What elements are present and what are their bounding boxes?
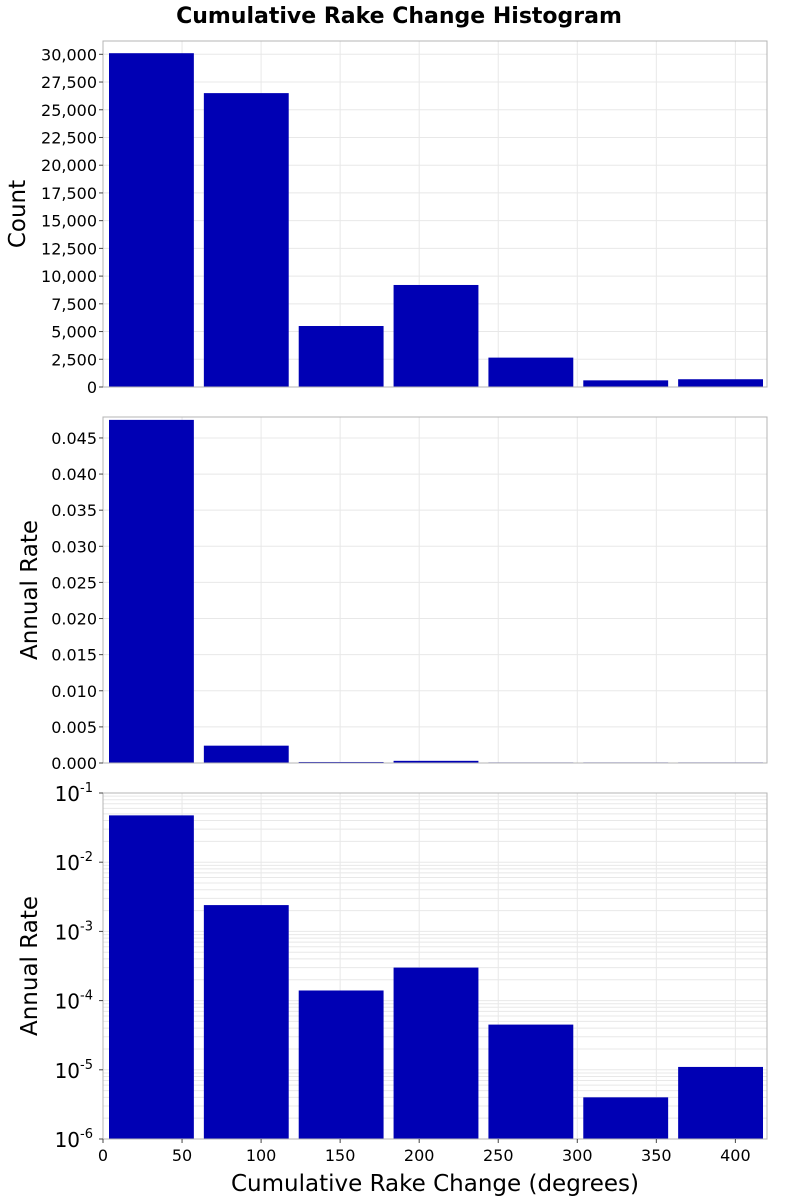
x-tick-label: 300: [562, 1146, 593, 1165]
y-tick-label: 10-2: [55, 850, 93, 875]
bars: [109, 419, 763, 763]
bar: [203, 745, 289, 763]
x-tick-label: 200: [404, 1146, 435, 1165]
bar: [298, 990, 384, 1139]
y-tick-label: 0.020: [51, 610, 97, 629]
chart-panels: 0 2,500 5,000 7,500 10,000 12,500 15,000 17,500…: [5, 40, 768, 1165]
chart-panel-3: 10-6 10-5 10-4 10-3 10-2 10-1 Annual Rate 0 50 10…: [17, 781, 768, 1165]
plot-frame: [102, 416, 768, 764]
y-tick-label: 10-4: [55, 989, 93, 1014]
y-tick-label: 7,500: [51, 295, 97, 314]
y-tick-label: 5,000: [51, 323, 97, 342]
bar: [298, 761, 384, 763]
y-axis: 0.000 0.005 0.010 0.015 0.020 0.025 0.030 0.035…: [51, 429, 103, 773]
y-tick-label: 0.040: [51, 465, 97, 484]
y-tick-label: 22,500: [41, 128, 97, 147]
bar: [109, 53, 194, 387]
y-tick-label: 17,500: [41, 184, 97, 203]
y-tick-label: 0: [87, 378, 97, 397]
x-tick-label: 350: [641, 1146, 672, 1165]
bar: [678, 379, 763, 387]
chart-panel-1: 0 2,500 5,000 7,500 10,000 12,500 15,000 17,500…: [5, 40, 768, 397]
bar: [488, 1024, 574, 1139]
y-tick-label: 27,500: [41, 73, 97, 92]
y-tick-label: 0.000: [51, 754, 97, 773]
bar: [203, 905, 289, 1139]
y-axis: 10-6 10-5 10-4 10-3 10-2 10-1: [55, 781, 103, 1152]
y-tick-label: 0.010: [51, 682, 97, 701]
y-tick-label: 0.030: [51, 537, 97, 556]
y-tick-label: 10-3: [55, 919, 93, 944]
y-tick-label: 20,000: [41, 156, 97, 175]
y-axis-label: Annual Rate: [17, 896, 43, 1036]
bar: [109, 419, 194, 763]
x-tick-label: 150: [325, 1146, 356, 1165]
bar: [393, 284, 479, 387]
y-axis-label: Count: [5, 180, 31, 248]
bar: [488, 357, 574, 387]
bar: [298, 326, 384, 387]
bar: [583, 380, 669, 387]
plot-frame: [102, 40, 768, 388]
x-tick-label: 400: [720, 1146, 751, 1165]
y-tick-label: 0.045: [51, 429, 97, 448]
gridlines: [102, 417, 767, 764]
y-tick-label: 12,500: [41, 239, 97, 258]
y-tick-label: 2,500: [51, 350, 97, 369]
x-tick-label: 0: [98, 1146, 108, 1165]
y-tick-label: 25,000: [41, 101, 97, 120]
bar: [109, 815, 194, 1139]
y-tick-label: 10-1: [55, 781, 93, 806]
x-axis: 0 50 100 150 200 250 300 350 400: [98, 1139, 751, 1165]
plot-frame: [102, 792, 768, 1140]
bar: [678, 1066, 763, 1139]
y-tick-label: 0.005: [51, 718, 97, 737]
x-tick-label: 100: [246, 1146, 277, 1165]
bars: [109, 53, 763, 387]
bar: [393, 967, 479, 1139]
bar: [393, 760, 479, 763]
y-tick-label: 0.035: [51, 501, 97, 520]
y-tick-label: 0.015: [51, 646, 97, 665]
bars: [109, 815, 763, 1139]
bar: [583, 1097, 669, 1139]
bar: [203, 93, 289, 387]
y-tick-label: 10,000: [41, 267, 97, 286]
y-tick-label: 10-6: [55, 1127, 93, 1152]
chart-title: Cumulative Rake Change Histogram: [176, 4, 622, 29]
y-tick-label: 10-5: [55, 1058, 93, 1083]
x-tick-label: 250: [483, 1146, 514, 1165]
y-tick-label: 0.025: [51, 573, 97, 592]
y-tick-label: 30,000: [41, 45, 97, 64]
y-tick-label: 15,000: [41, 212, 97, 231]
chart-panel-2: 0.000 0.005 0.010 0.015 0.020 0.025 0.030 0.035…: [17, 416, 768, 773]
x-axis-label: Cumulative Rake Change (degrees): [231, 1171, 639, 1197]
x-tick-label: 50: [172, 1146, 192, 1165]
plot-area: [103, 417, 767, 763]
y-axis-label: Annual Rate: [17, 520, 43, 660]
y-axis: 0 2,500 5,000 7,500 10,000 12,500 15,000 17,500…: [41, 45, 103, 397]
